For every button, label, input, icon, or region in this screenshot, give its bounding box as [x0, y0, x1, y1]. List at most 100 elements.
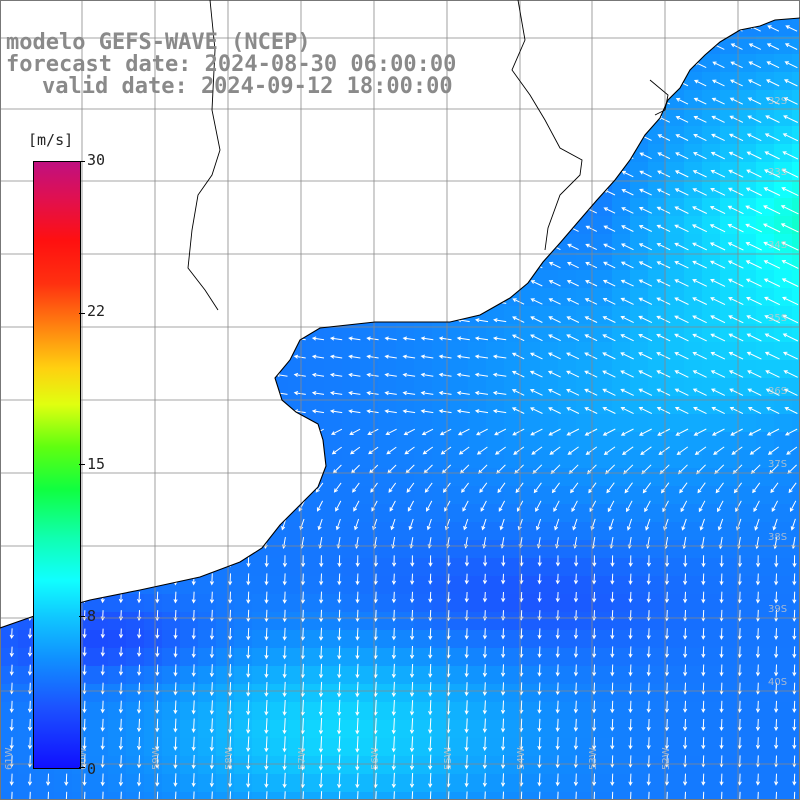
- field-cell: [306, 342, 324, 360]
- wind-arrow: [464, 773, 469, 788]
- wind-arrow: [621, 80, 634, 87]
- field-cell: [738, 324, 756, 342]
- wind-arrow: [191, 773, 196, 788]
- field-cell: [648, 576, 666, 594]
- field-cell: [522, 90, 540, 108]
- wind-arrow: [592, 591, 597, 603]
- field-cell: [270, 792, 288, 800]
- field-cell: [18, 90, 36, 108]
- wind-arrow: [737, 700, 742, 713]
- field-cell: [684, 684, 702, 702]
- field-cell: [252, 684, 270, 702]
- wind-arrow: [500, 682, 506, 696]
- wind-arrow: [475, 428, 488, 436]
- field-cell: [504, 540, 522, 558]
- field-cell: [684, 522, 702, 540]
- wind-arrow: [329, 372, 343, 377]
- wind-arrow: [2, 391, 15, 396]
- field-cell: [756, 36, 774, 54]
- field-cell: [216, 612, 234, 630]
- field-cell: [198, 558, 216, 576]
- wind-arrow: [257, 354, 270, 359]
- field-cell: [648, 162, 666, 180]
- field-cell: [612, 396, 630, 414]
- wind-arrow: [755, 755, 761, 768]
- wind-arrow: [191, 682, 196, 696]
- field-cell: [756, 576, 774, 594]
- field-cell: [648, 324, 666, 342]
- field-cell: [738, 72, 756, 90]
- wind-arrow: [657, 170, 671, 178]
- wind-arrow: [20, 336, 33, 341]
- field-cell: [216, 378, 234, 396]
- field-cell: [432, 324, 450, 342]
- wind-arrow: [621, 207, 634, 214]
- field-cell: [450, 90, 468, 108]
- field-cell: [270, 648, 288, 666]
- field-cell: [720, 792, 738, 800]
- field-cell: [468, 234, 486, 252]
- field-cell: [594, 432, 612, 450]
- field-cell: [108, 396, 126, 414]
- wind-arrow: [402, 27, 415, 32]
- wind-arrow: [499, 518, 505, 531]
- field-cell: [468, 450, 486, 468]
- wind-arrow: [240, 428, 252, 435]
- field-cell: [486, 72, 504, 90]
- wind-arrow: [475, 227, 488, 232]
- wind-arrow: [774, 719, 779, 732]
- field-cell: [216, 396, 234, 414]
- wind-arrow: [421, 45, 434, 50]
- field-cell: [108, 180, 126, 198]
- field-cell: [126, 738, 144, 756]
- field-cell: [396, 144, 414, 162]
- wind-arrow: [475, 45, 488, 50]
- field-cell: [396, 180, 414, 198]
- field-cell: [630, 288, 648, 306]
- field-cell: [576, 630, 594, 648]
- field-cell: [90, 648, 108, 666]
- field-cell: [234, 576, 252, 594]
- wind-arrow: [774, 737, 779, 750]
- field-cell: [594, 450, 612, 468]
- lat-label: 35S: [768, 313, 787, 324]
- wind-arrow: [384, 118, 397, 123]
- wind-arrow: [349, 428, 361, 435]
- field-cell: [666, 378, 684, 396]
- field-cell: [450, 162, 468, 180]
- field-cell: [558, 576, 576, 594]
- field-cell: [144, 144, 162, 162]
- wind-arrow: [475, 299, 488, 305]
- field-cell: [162, 684, 180, 702]
- wind-arrow: [337, 791, 342, 800]
- wind-arrow: [620, 279, 634, 287]
- field-cell: [486, 270, 504, 288]
- field-cell: [576, 738, 594, 756]
- wind-arrow: [282, 573, 287, 586]
- wind-arrow: [482, 591, 488, 603]
- field-cell: [306, 702, 324, 720]
- wind-arrow: [239, 154, 252, 159]
- field-cell: [738, 504, 756, 522]
- wind-arrow: [628, 591, 633, 603]
- wind-arrow: [727, 242, 744, 251]
- wind-arrow: [184, 318, 197, 323]
- field-cell: [0, 720, 18, 738]
- wind-arrow: [439, 45, 452, 50]
- wind-arrow: [709, 242, 726, 251]
- field-cell: [270, 180, 288, 198]
- field-cell: [702, 684, 720, 702]
- wind-arrow: [475, 190, 488, 195]
- field-cell: [414, 774, 432, 792]
- wind-arrow: [355, 754, 360, 771]
- colorbar: [33, 161, 81, 769]
- wind-arrow: [628, 682, 633, 695]
- wind-arrow: [428, 791, 433, 800]
- field-cell: [648, 648, 666, 666]
- field-cell: [0, 342, 18, 360]
- field-cell: [90, 504, 108, 522]
- field-cell: [324, 396, 342, 414]
- field-cell: [306, 558, 324, 576]
- wind-arrow: [421, 172, 434, 177]
- wind-arrow: [747, 407, 762, 415]
